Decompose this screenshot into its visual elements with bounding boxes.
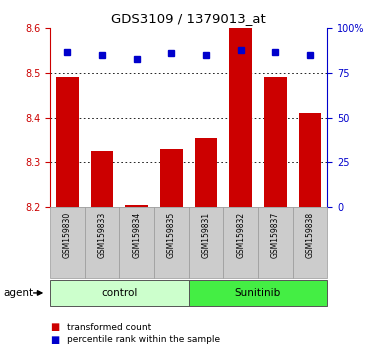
Bar xyxy=(264,78,286,207)
Text: percentile rank within the sample: percentile rank within the sample xyxy=(67,335,221,344)
Text: agent: agent xyxy=(4,288,34,298)
Bar xyxy=(189,280,327,306)
Text: transformed count: transformed count xyxy=(67,323,152,332)
Text: GSM159831: GSM159831 xyxy=(201,212,211,258)
Bar xyxy=(85,207,119,278)
Text: GSM159835: GSM159835 xyxy=(167,212,176,258)
Bar xyxy=(126,205,148,207)
Bar xyxy=(50,280,189,306)
Text: GSM159834: GSM159834 xyxy=(132,212,141,258)
Text: GDS3109 / 1379013_at: GDS3109 / 1379013_at xyxy=(111,12,266,25)
Text: GSM159833: GSM159833 xyxy=(97,212,107,258)
Bar xyxy=(50,207,85,278)
Bar xyxy=(189,207,223,278)
Text: Sunitinib: Sunitinib xyxy=(235,288,281,298)
Bar xyxy=(160,149,182,207)
Text: GSM159830: GSM159830 xyxy=(63,212,72,258)
Bar xyxy=(119,207,154,278)
Bar xyxy=(56,78,79,207)
Text: control: control xyxy=(101,288,137,298)
Bar xyxy=(91,151,113,207)
Text: GSM159837: GSM159837 xyxy=(271,212,280,258)
Bar xyxy=(258,207,293,278)
Bar xyxy=(299,113,321,207)
Text: ■: ■ xyxy=(50,322,59,332)
Text: GSM159838: GSM159838 xyxy=(305,212,315,258)
Text: ■: ■ xyxy=(50,335,59,345)
Bar xyxy=(154,207,189,278)
Bar xyxy=(293,207,327,278)
Bar xyxy=(195,138,217,207)
Text: GSM159832: GSM159832 xyxy=(236,212,245,258)
Bar xyxy=(223,207,258,278)
Bar xyxy=(229,26,252,207)
